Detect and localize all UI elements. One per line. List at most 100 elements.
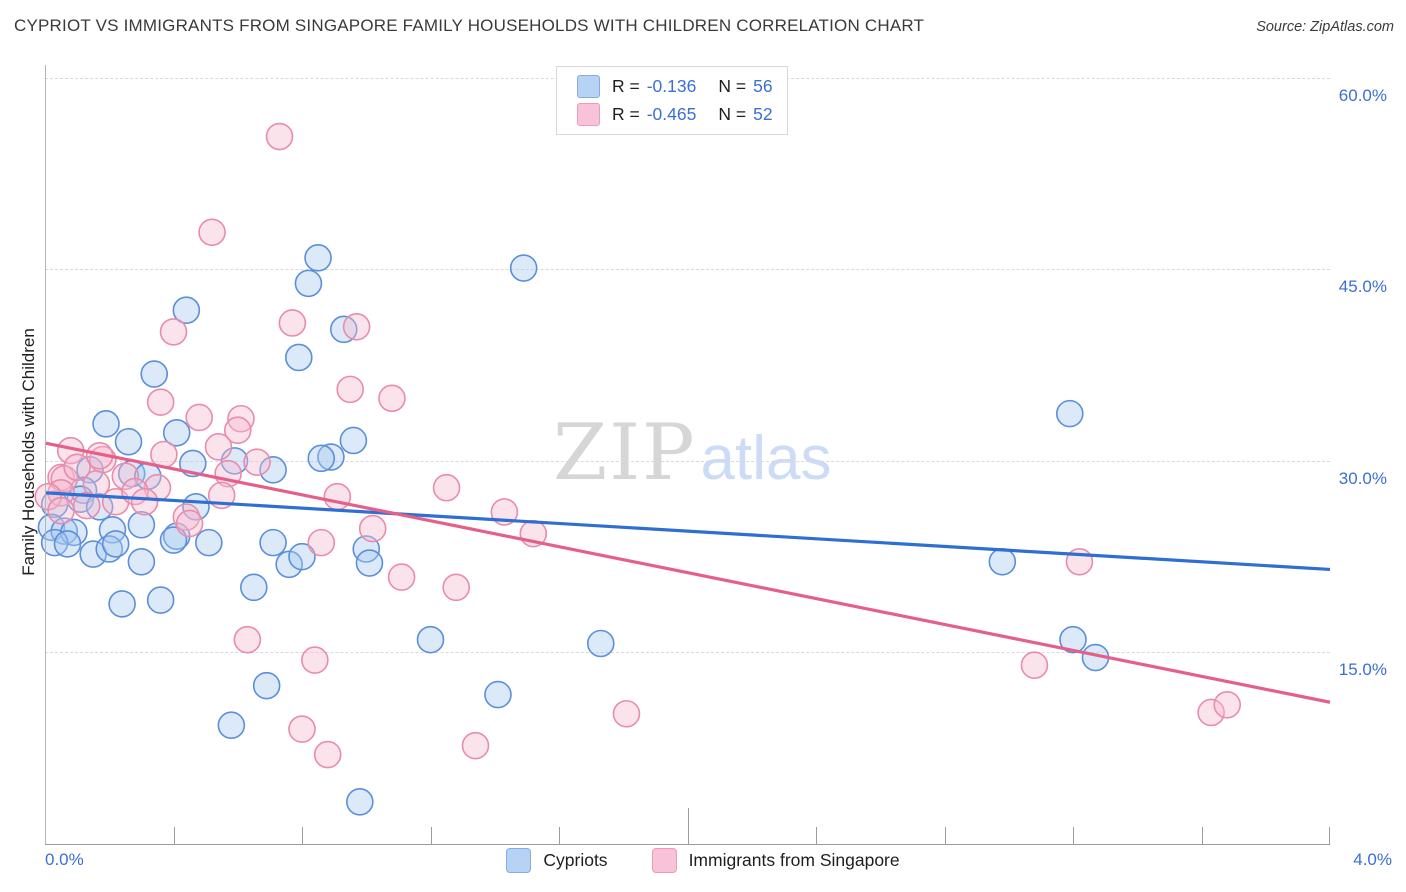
scatter-point <box>146 586 175 614</box>
scatter-point <box>387 563 416 591</box>
scatter-point <box>1055 399 1084 428</box>
scatter-point <box>358 514 387 543</box>
scatter-point <box>317 443 345 471</box>
r-value: -0.136 <box>646 76 697 96</box>
legend-item-cypriots[interactable]: Cypriots <box>506 848 608 873</box>
scatter-point <box>988 547 1017 576</box>
scatter-point <box>195 528 223 557</box>
scatter-point <box>442 573 471 602</box>
scatter-point <box>346 788 374 816</box>
scatter-canvas <box>34 122 1331 816</box>
n-label: N = <box>718 76 747 96</box>
y-gridline-15 <box>45 652 1330 654</box>
scatter-point <box>223 416 252 445</box>
scatter-point <box>484 680 512 709</box>
scatter-point <box>586 629 615 658</box>
scatter-point <box>313 740 342 769</box>
x-tick-3.6 <box>1201 827 1203 844</box>
scatter-point <box>612 699 641 728</box>
source-link[interactable]: Source: ZipAtlas.com <box>1256 19 1394 35</box>
scatter-point <box>432 473 461 502</box>
scatter-point <box>217 711 246 740</box>
legend-item-singapore[interactable]: Immigrants from Singapore <box>651 848 900 873</box>
x-tick-4.0 <box>1329 827 1330 844</box>
scatter-point <box>1059 625 1087 654</box>
scatter-point <box>240 573 268 602</box>
scatter-point <box>204 433 233 461</box>
scatter-point <box>307 528 336 557</box>
scatter-point <box>114 427 143 456</box>
scatter-point <box>227 404 255 433</box>
y-tick-label-15: 15.0% <box>1338 660 1387 680</box>
x-tick-2.0 <box>687 808 689 844</box>
scatter-point <box>339 426 368 455</box>
n-value: 52 <box>753 104 773 124</box>
scatter-point <box>1197 698 1225 727</box>
scatter-point <box>162 418 191 447</box>
x-tick-2.8 <box>944 827 946 844</box>
scatter-point <box>159 318 188 346</box>
scatter-point <box>301 646 329 674</box>
x-tick-0.8 <box>302 827 303 844</box>
page-title: CYPRIOT VS IMMIGRANTS FROM SINGAPORE FAM… <box>14 16 925 35</box>
scatter-point <box>111 462 140 491</box>
scatter-point <box>233 625 262 654</box>
scatter-point <box>288 542 316 571</box>
trend-line-cypriots <box>44 491 1331 572</box>
scatter-point <box>146 388 175 416</box>
scatter-point <box>63 453 91 482</box>
y-tick-label-60: 60.0% <box>1338 85 1387 105</box>
scatter-point <box>108 590 136 618</box>
scatter-point <box>288 715 316 743</box>
scatter-point <box>259 528 287 557</box>
scatter-point <box>72 491 101 520</box>
scatter-point <box>355 549 384 577</box>
scatter-point <box>307 444 336 473</box>
scatter-point <box>127 510 156 539</box>
scatter-point <box>198 218 226 247</box>
plot-area <box>34 65 1331 845</box>
stats-row-singapore: R = -0.465 N = 52 <box>577 103 773 126</box>
scatter-point <box>1020 651 1049 680</box>
scatter-point <box>304 244 332 272</box>
singapore-legend-swatch-icon <box>651 848 677 873</box>
scatter-point <box>259 456 287 484</box>
singapore-swatch-icon <box>577 103 600 126</box>
r-label: R = <box>612 76 640 96</box>
scatter-point <box>101 530 130 558</box>
trend-line-immigrants-from-singapore <box>44 441 1331 704</box>
n-label: N = <box>718 104 747 124</box>
y-tick-label-45: 45.0% <box>1338 277 1387 297</box>
scatter-point <box>275 550 303 579</box>
scatter-point <box>53 530 82 558</box>
x-axis-label-max: 4.0% <box>1353 850 1392 869</box>
scatter-point <box>323 482 352 511</box>
x-axis-line <box>45 844 1330 845</box>
legend-label: Cypriots <box>543 850 608 870</box>
y-axis-title: Family Households with Children <box>19 328 38 576</box>
x-tick-3.2 <box>1073 827 1074 844</box>
scatter-point <box>140 360 169 388</box>
scatter-point <box>92 410 120 438</box>
scatter-point <box>130 487 159 516</box>
scatter-point <box>172 296 201 324</box>
scatter-point <box>265 122 294 151</box>
scatter-point <box>378 384 406 413</box>
scatter-point <box>336 375 364 404</box>
x-tick-1.6 <box>559 827 560 844</box>
scatter-series-immigrants-from-singapore <box>34 122 1241 769</box>
n-value: 56 <box>753 76 773 96</box>
scatter-point <box>461 731 490 760</box>
scatter-point <box>79 540 107 568</box>
x-axis-label-min: 0.0% <box>45 850 84 869</box>
y-axis-line <box>45 65 46 844</box>
cypriots-legend-swatch-icon <box>506 848 532 873</box>
scatter-point <box>342 312 371 341</box>
x-tick-1.2 <box>430 827 432 844</box>
stats-row-cypriots: R = -0.136 N = 56 <box>577 75 773 98</box>
x-tick-0.4 <box>173 827 175 844</box>
y-gridline-45 <box>45 269 1330 271</box>
bottom-legend: Cypriots Immigrants from Singapore <box>0 848 1406 873</box>
scatter-point <box>416 625 445 654</box>
